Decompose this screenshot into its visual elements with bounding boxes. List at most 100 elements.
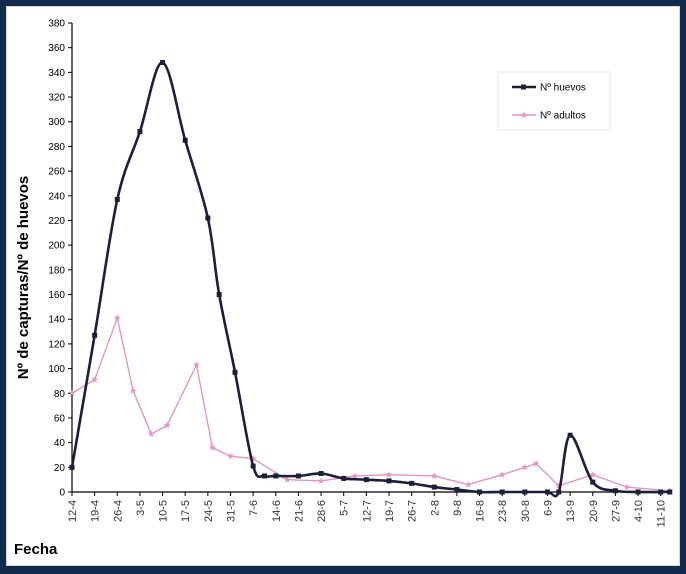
legend-label-huevos: Nº huevos [540, 83, 586, 94]
x-tick-label: 30-8 [520, 500, 532, 522]
y-tick-label: 0 [59, 488, 65, 499]
x-tick-label: 26-4 [112, 500, 124, 522]
y-tick-label: 320 [48, 93, 65, 104]
legend-box [497, 71, 611, 131]
data-point [318, 470, 324, 476]
data-point [216, 292, 222, 298]
y-tick-label: 120 [48, 339, 65, 350]
y-tick-label: 100 [48, 364, 65, 375]
data-point [92, 332, 98, 338]
data-point [556, 489, 562, 495]
x-tick-label: 16-8 [475, 500, 487, 522]
legend-item-adultos: Nº adultos [512, 111, 586, 122]
axes [71, 23, 672, 493]
x-tick-label: 19-7 [384, 500, 396, 522]
x-tick-label: 12-4 [67, 500, 79, 522]
series-line [71, 317, 670, 492]
data-point [137, 129, 143, 135]
y-tick-label: 280 [48, 142, 65, 153]
data-point [498, 471, 506, 478]
x-tick-label: 28-6 [316, 500, 328, 522]
data-point [295, 473, 301, 479]
data-point [477, 489, 483, 495]
y-tick-label: 140 [48, 315, 65, 326]
data-point [261, 473, 267, 479]
x-tick-label: 20-9 [588, 500, 600, 522]
data-point [341, 475, 347, 481]
data-point [464, 480, 472, 488]
data-point [635, 489, 641, 495]
x-tick-label: 9-8 [452, 500, 464, 516]
y-tick-label: 20 [54, 463, 66, 474]
x-tick-label: 13-9 [565, 500, 577, 522]
data-point [163, 421, 171, 429]
chart-frame: 0 20 40 60 80 100 120 140 160 180 200 220 240 260 280 3… [6, 6, 680, 566]
y-axis-title: Nº de capturas/Nº de huevos [15, 176, 32, 380]
data-point [129, 387, 137, 394]
data-point [160, 59, 166, 65]
legend-label-adultos: Nº adultos [540, 111, 586, 122]
data-point [250, 463, 256, 469]
data-point [232, 369, 238, 375]
x-tick-label: 26-7 [407, 500, 419, 522]
legend-item-huevos: Nº huevos [512, 83, 586, 94]
data-point [385, 471, 393, 478]
x-tick-label: 17-5 [180, 500, 192, 522]
x-tick-label: 31-5 [225, 500, 237, 522]
data-point [544, 489, 550, 495]
series-adultos [68, 314, 674, 494]
x-tick-label: 3-5 [135, 500, 147, 516]
x-tick-label: 12-7 [361, 500, 373, 522]
data-point [114, 196, 120, 202]
data-point [658, 489, 664, 495]
data-point [227, 452, 234, 460]
y-tick-label: 160 [48, 290, 65, 301]
y-tick-label: 40 [54, 438, 66, 449]
data-point [113, 314, 121, 321]
x-tick-label: 14-6 [271, 500, 283, 522]
data-point [430, 472, 438, 479]
legend-marker [521, 84, 526, 90]
data-point [667, 489, 673, 495]
legend: Nº huevos Nº adultos [497, 71, 611, 131]
data-point [499, 489, 505, 495]
data-point [589, 471, 597, 478]
data-point [208, 443, 216, 451]
data-point [69, 464, 75, 470]
x-tick-label: 7-6 [248, 500, 260, 516]
data-point [283, 476, 291, 483]
legend-marker [520, 111, 528, 118]
data-point [273, 473, 279, 479]
x-tick-label: 23-8 [497, 500, 509, 522]
y-tick-label: 200 [48, 241, 65, 252]
data-point [612, 488, 618, 494]
x-tick-label: 4-10 [633, 500, 645, 522]
series-layer [68, 59, 674, 498]
data-point [522, 489, 528, 495]
x-tick-label: 27-9 [610, 500, 622, 522]
data-point [567, 432, 573, 438]
x-tick-label: 2-8 [429, 500, 441, 516]
data-point [147, 430, 155, 437]
data-point [363, 477, 369, 483]
x-axis-title: Fecha [14, 541, 58, 558]
y-axis-ticks: 0 20 40 60 80 100 120 140 160 180 200 220 240 260 280 3… [48, 19, 72, 499]
data-point [431, 484, 437, 490]
data-point [193, 361, 200, 368]
y-tick-label: 180 [48, 265, 65, 276]
x-tick-label: 11-10 [656, 500, 668, 527]
data-point [351, 472, 359, 479]
x-tick-label: 19-4 [90, 500, 102, 522]
y-tick-label: 340 [48, 68, 65, 79]
data-point [521, 463, 529, 471]
data-point [623, 483, 631, 490]
data-point [409, 480, 415, 486]
y-tick-label: 260 [48, 167, 65, 178]
data-point [205, 215, 211, 221]
y-tick-label: 60 [54, 413, 66, 424]
y-tick-label: 80 [54, 389, 66, 400]
series-huevos [69, 59, 673, 498]
x-tick-label: 10-5 [158, 500, 170, 522]
x-axis-ticks: 12-4 19-4 26-4 3-5 10-5 17-5 24-5 31-5 7-6 14-6 21… [67, 492, 668, 527]
x-tick-label: 21-6 [293, 500, 305, 522]
